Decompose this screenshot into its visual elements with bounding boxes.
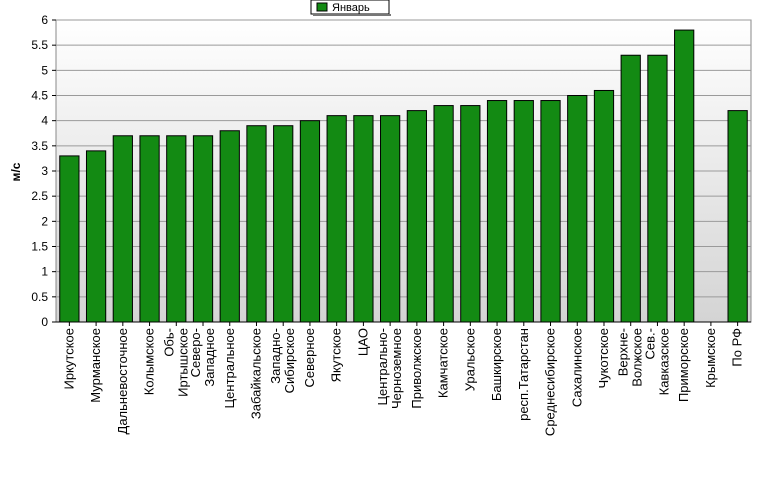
x-tick-label: Башкирское <box>489 328 504 401</box>
y-tick-label: 0.5 <box>31 290 48 304</box>
bar <box>353 115 374 323</box>
bar <box>647 54 668 323</box>
x-tick-label: Уральское <box>462 328 477 391</box>
legend-label: Январь <box>332 2 370 14</box>
x-tick-label: Верхне- <box>616 328 631 376</box>
bar <box>567 95 588 323</box>
x-tick-label: Иртышское <box>175 328 190 397</box>
legend-swatch <box>316 2 328 12</box>
bar <box>620 54 641 323</box>
bar <box>674 29 695 323</box>
x-tick-label: Мурманское <box>88 328 103 403</box>
bar <box>540 100 561 323</box>
x-tick-label: Сибирское <box>282 328 297 393</box>
bar <box>85 150 107 323</box>
bar <box>219 130 240 323</box>
y-tick-label: 6 <box>41 13 48 27</box>
bar <box>59 155 80 323</box>
y-axis-ticks: 0 0.5 1 1.5 2 2.5 3 3.5 4 4.5 5 5.5 6 <box>31 13 56 329</box>
x-tick-label: Западно- <box>268 328 283 384</box>
x-tick-label: Центральное <box>222 328 237 408</box>
x-tick-label: Кавказское <box>656 328 671 395</box>
x-tick-label: Приволжское <box>409 328 424 409</box>
y-tick-label: 1.5 <box>31 240 48 254</box>
bar <box>593 89 615 323</box>
bars <box>59 29 748 323</box>
x-tick-label: Западное <box>202 328 217 387</box>
bar <box>273 125 294 323</box>
x-tick-label: Колымское <box>142 328 157 395</box>
y-axis-label: м/с <box>9 162 23 181</box>
x-tick-label: Северо- <box>188 328 203 377</box>
bar <box>513 100 534 323</box>
bar <box>139 135 160 323</box>
bar <box>460 105 481 323</box>
y-tick-label: 0 <box>41 315 48 329</box>
x-tick-label: Иркутское <box>61 328 76 390</box>
y-tick-label: 5 <box>41 63 48 77</box>
y-tick-label: 4.5 <box>31 89 48 103</box>
x-tick-label: Дальневосточное <box>115 328 130 434</box>
x-tick-label: Камчатское <box>436 328 451 398</box>
bar <box>112 135 133 323</box>
x-tick-label: респ.Татарстан <box>516 328 531 421</box>
y-tick-label: 3.5 <box>31 139 48 153</box>
x-tick-label: ЦАО <box>355 328 370 356</box>
bar <box>380 115 401 323</box>
bar <box>486 100 508 323</box>
x-tick-label: По РФ <box>730 328 745 367</box>
x-tick-label: Волжское <box>630 328 645 387</box>
bar <box>192 135 214 323</box>
x-axis-labels: Иркутское Мурманское Дальневосточное Колымс… <box>61 322 745 436</box>
bar <box>326 115 347 323</box>
x-tick-label: Крымское <box>703 328 718 388</box>
x-tick-label: Сахалинское <box>569 328 584 407</box>
x-tick-label: Северное <box>302 328 317 387</box>
x-tick-label: Черноземное <box>389 328 404 409</box>
bar <box>433 105 454 323</box>
x-tick-label: Сев.- <box>642 328 657 359</box>
y-tick-label: 2 <box>41 214 48 228</box>
x-tick-label: Обь- <box>161 328 176 357</box>
x-tick-label: Среднесибирское <box>543 328 558 436</box>
bar <box>299 120 321 323</box>
x-tick-label: Приморское <box>676 328 691 402</box>
y-tick-label: 1 <box>41 265 48 279</box>
x-tick-label: Чукотское <box>596 328 611 389</box>
x-tick-label: Забайкальское <box>248 328 263 419</box>
x-tick-label: Якутское <box>329 328 344 382</box>
bar <box>406 110 427 323</box>
bar <box>727 110 748 323</box>
y-tick-label: 5.5 <box>31 38 48 52</box>
y-tick-label: 4 <box>41 114 48 128</box>
y-tick-label: 2.5 <box>31 189 48 203</box>
legend: Январь <box>310 0 391 16</box>
bar <box>166 135 187 323</box>
x-tick-label: Центрально- <box>375 328 390 406</box>
bar <box>246 125 267 323</box>
y-tick-label: 3 <box>41 164 48 178</box>
legend-box-shadow <box>313 14 391 16</box>
